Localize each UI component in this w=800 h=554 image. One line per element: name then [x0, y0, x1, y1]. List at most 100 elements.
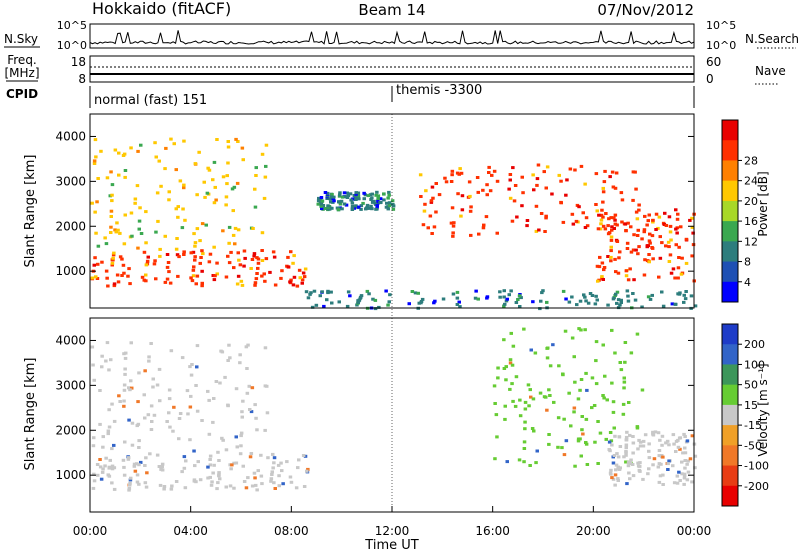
heatmap-cell [661, 483, 665, 486]
heatmap-cell [432, 301, 436, 305]
heatmap-cell [242, 264, 246, 268]
heatmap-cell [538, 307, 542, 311]
heatmap-cell [132, 462, 137, 466]
heatmap-cell [277, 474, 281, 478]
heatmap-cell [94, 275, 98, 279]
heatmap-cell [118, 255, 123, 259]
heatmap-cell [540, 291, 544, 295]
heatmap-cell [207, 168, 212, 172]
heatmap-cell [426, 226, 430, 230]
heatmap-cell [512, 199, 517, 203]
heatmap-cell [200, 284, 204, 288]
heatmap-cell [690, 216, 694, 220]
heatmap-cell [106, 284, 110, 288]
heatmap-cell [117, 394, 121, 398]
heatmap-cell [342, 202, 347, 206]
heatmap-cell [430, 232, 434, 235]
heatmap-cell [599, 213, 604, 217]
y-tick-label: 2000 [55, 219, 86, 233]
heatmap-cell [118, 231, 122, 235]
heatmap-cell [619, 191, 624, 195]
heatmap-cell [297, 458, 301, 462]
colorbar-swatch [722, 241, 738, 263]
heatmap-cell [429, 200, 434, 204]
heatmap-cell [614, 270, 618, 274]
heatmap-cell [221, 438, 225, 442]
heatmap-cell [595, 209, 599, 213]
heatmap-cell [277, 484, 281, 488]
heatmap-cell [580, 415, 584, 418]
heatmap-cell [422, 209, 427, 213]
heatmap-cell [473, 296, 478, 300]
heatmap-cell [459, 214, 463, 218]
heatmap-cell [262, 272, 266, 276]
heatmap-cell [101, 435, 105, 439]
heatmap-cell [336, 206, 340, 210]
cpid-mode-themis: themis -3300 [396, 83, 482, 98]
heatmap-cell [493, 402, 497, 405]
heatmap-cell [476, 297, 480, 301]
heatmap-cell [100, 365, 104, 369]
heatmap-cell [544, 216, 548, 220]
heatmap-cell [646, 295, 651, 299]
heatmap-cell [259, 453, 263, 457]
heatmap-cell [522, 327, 526, 331]
heatmap-cell [197, 150, 201, 154]
heatmap-cell [584, 417, 589, 421]
heatmap-cell [561, 372, 565, 376]
heatmap-cell [165, 265, 170, 269]
heatmap-cell [137, 227, 141, 231]
heatmap-cell [675, 474, 680, 478]
heatmap-cell [219, 349, 223, 353]
heatmap-cell [690, 434, 695, 438]
heatmap-cell [455, 303, 460, 306]
heatmap-cell [601, 190, 606, 194]
heatmap-cell [154, 230, 158, 234]
heatmap-cell [508, 196, 513, 200]
heatmap-cell [208, 454, 213, 458]
heatmap-cell [387, 300, 391, 304]
heatmap-cell [573, 168, 577, 172]
heatmap-cell [594, 203, 598, 206]
heatmap-cell [340, 195, 345, 199]
heatmap-cell [642, 230, 646, 234]
heatmap-cell [572, 410, 576, 414]
heatmap-cell [600, 208, 604, 212]
noise-panel-frame [89, 23, 695, 49]
heatmap-cell [511, 166, 515, 170]
heatmap-cell [579, 164, 584, 168]
heatmap-cell [646, 219, 650, 223]
heatmap-cell [533, 351, 538, 355]
heatmap-cell [111, 253, 116, 257]
heatmap-cell [238, 263, 243, 267]
heatmap-cell [656, 431, 661, 435]
heatmap-cell [91, 444, 96, 448]
heatmap-cell [434, 210, 438, 214]
heatmap-cell [675, 231, 679, 235]
heatmap-cell [654, 228, 658, 231]
heatmap-cell [594, 294, 598, 298]
heatmap-cell [106, 473, 110, 477]
heatmap-cell [144, 273, 148, 277]
heatmap-cell [217, 471, 221, 475]
heatmap-cell [656, 465, 661, 469]
heatmap-cell [208, 252, 213, 256]
colorbar-swatch [722, 200, 738, 222]
heatmap-cell [617, 256, 621, 260]
heatmap-cell [626, 294, 630, 298]
heatmap-cell [612, 454, 617, 457]
heatmap-cell [674, 227, 678, 231]
heatmap-cell [302, 485, 307, 488]
cpid-label: CPID [6, 87, 38, 101]
heatmap-cell [459, 171, 464, 175]
heatmap-cell [236, 251, 240, 255]
heatmap-cell [568, 167, 573, 171]
heatmap-cell [110, 467, 115, 471]
heatmap-cell [613, 257, 617, 261]
time-tick-label: 20:00 [576, 524, 611, 538]
heatmap-cell [615, 290, 620, 294]
heatmap-cell [661, 304, 666, 308]
heatmap-cell [624, 446, 628, 450]
heatmap-cell [370, 192, 374, 196]
heatmap-cell [537, 228, 541, 232]
